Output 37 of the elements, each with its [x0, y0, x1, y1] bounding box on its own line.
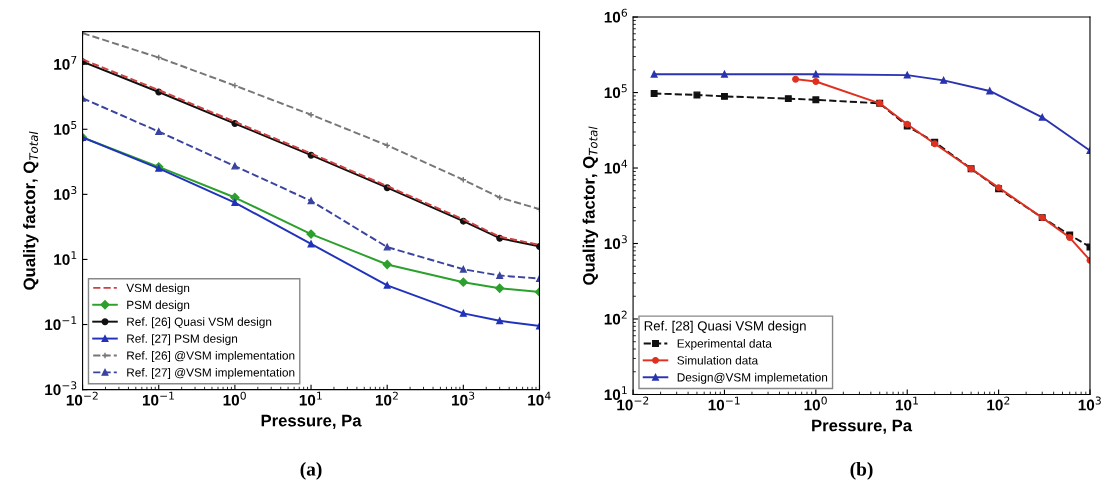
- x-tick-label: 10$^{−1}$: [142, 391, 174, 406]
- legend-label: Ref. [26] @VSM implementation: [127, 351, 295, 363]
- y-tick-label: 10$^{4}$: [604, 159, 628, 174]
- x-tick-label: 10$^{4}$: [528, 391, 551, 406]
- legend-label: Ref. [27] PSM design: [127, 334, 238, 346]
- legend-label: Ref. [27] @VSM implementation: [127, 367, 295, 379]
- y-tick-label: 10$^{−1}$: [45, 316, 77, 331]
- y-tick-label: 10$^{2}$: [604, 310, 627, 325]
- legend-label: PSM design: [127, 300, 190, 312]
- y-tick-label: 10$^{7}$: [54, 55, 77, 70]
- x-tick-label: 10$^{3}$: [1078, 396, 1101, 411]
- x-tick-label: 10$^{1}$: [895, 396, 918, 411]
- text: (a): [300, 462, 322, 480]
- y-axis-title: Quality factor, Q$_{Total}$: [23, 131, 39, 290]
- y-tick-label: 10$^{5}$: [604, 84, 627, 99]
- x-tick-label: 10$^{1}$: [299, 391, 322, 406]
- y-tick-label: 10$^{3}$: [54, 185, 77, 200]
- legend-label: Ref. [26] Quasi VSM design: [127, 317, 272, 329]
- y-tick-label: 10$^{1}$: [54, 251, 77, 266]
- legend-label: Experimental data: [677, 339, 772, 351]
- text: (b): [850, 462, 873, 480]
- x-tick-label: 10$^{0}$: [223, 391, 246, 406]
- y-tick-label: 10$^{5}$: [54, 121, 77, 135]
- legend-title: Ref. [28] Quasi VSM design: [644, 320, 806, 334]
- x-tick-label: 10$^{0}$: [804, 396, 827, 411]
- y-axis-title: Quality factor, Q$_{Total}$: [582, 126, 599, 285]
- x-tick-label: 10$^{−1}$: [708, 396, 740, 411]
- y-tick-label: 10$^{3}$: [604, 235, 627, 250]
- x-axis-title: Pressure, Pa: [261, 414, 362, 429]
- legend-label: VSM design: [126, 283, 190, 295]
- x-axis-title: Pressure, Pa: [812, 419, 913, 434]
- legend-label: Design@VSM implemetation: [677, 372, 828, 384]
- x-tick-label: 10$^{2}$: [987, 396, 1010, 411]
- legend-label: Simulation data: [677, 355, 759, 365]
- x-tick-label: 10$^{3}$: [452, 391, 475, 406]
- y-tick-label: 10$^{6}$: [604, 8, 628, 23]
- x-tick-label: 10$^{2}$: [375, 391, 398, 406]
